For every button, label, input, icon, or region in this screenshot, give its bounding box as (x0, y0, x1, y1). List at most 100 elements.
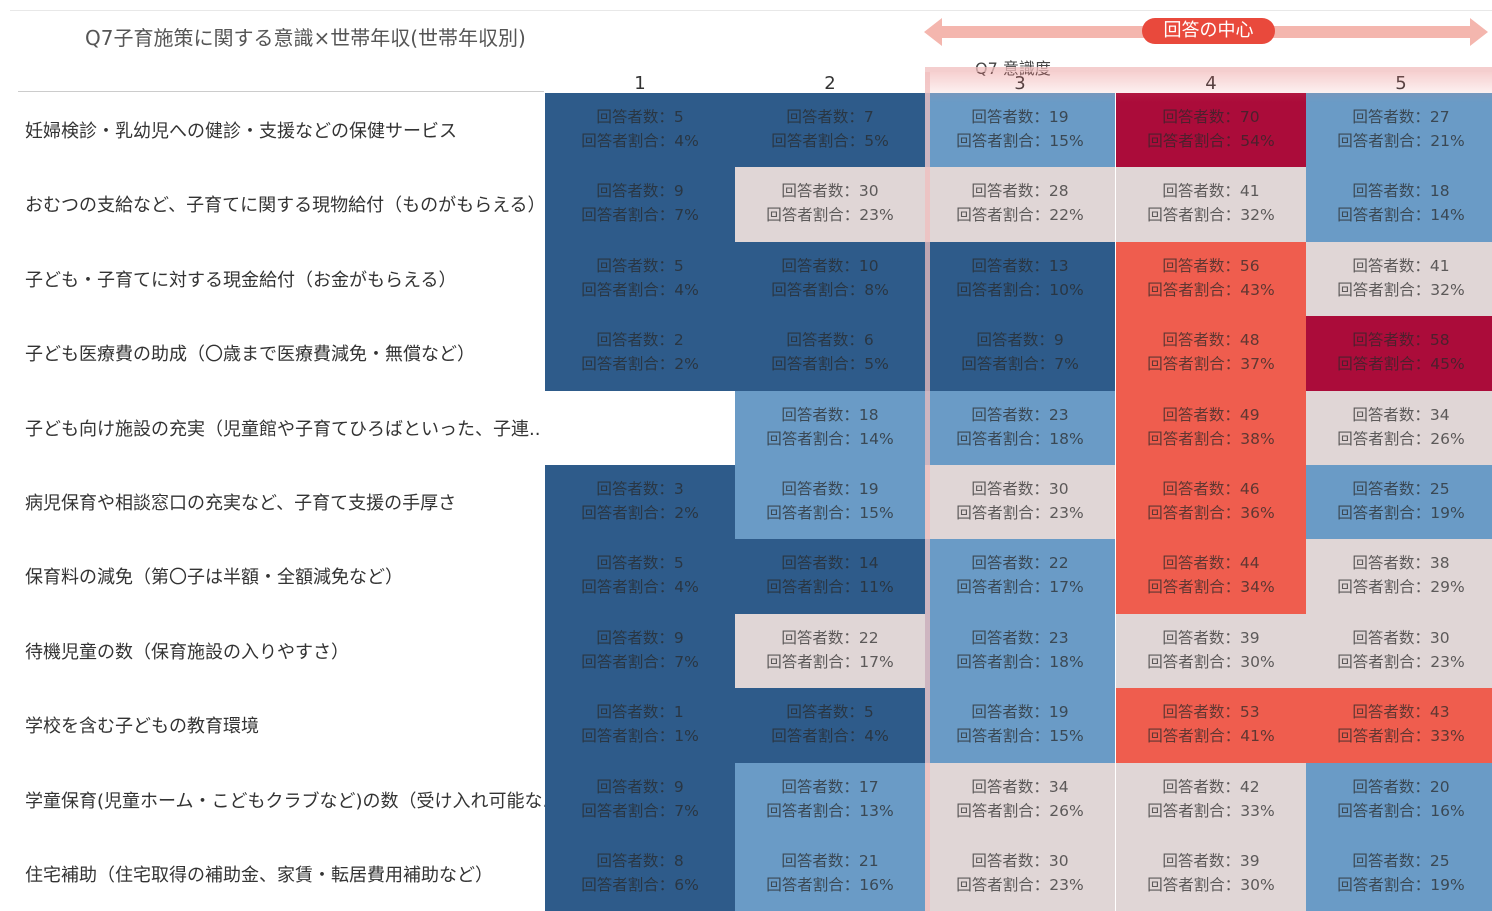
heat-cell (1116, 316, 1306, 392)
cell-count: 回答者数：23 (971, 405, 1069, 424)
cell-count: 回答者数：19 (781, 480, 879, 498)
cell-share: 回答者割合：15% (766, 504, 894, 522)
cell-share: 回答者割合：8% (771, 280, 889, 299)
heat-cell (735, 167, 925, 243)
cell-share: 回答者割合：1% (581, 727, 699, 746)
cell-count: 回答者数：39 (1162, 628, 1260, 647)
cell-share: 回答者割合：36% (1147, 504, 1275, 522)
cell-share: 回答者割合：14% (766, 429, 894, 448)
cell-share: 回答者割合：2% (581, 504, 699, 522)
heat-cell (925, 241, 1115, 317)
heat-cell (1116, 93, 1306, 168)
heat-cell (1306, 539, 1492, 615)
cell-count: 回答者数：42 (1162, 777, 1260, 796)
cell-count: 回答者数：23 (971, 628, 1069, 647)
heat-cell (1306, 316, 1492, 392)
cell-count: 回答者数：13 (971, 256, 1069, 275)
title: Q7子育施策に関する意識×世帯年収(世帯年収別) (85, 26, 526, 50)
heat-cell (545, 316, 735, 392)
heat-cell (1116, 688, 1306, 764)
cell-share: 回答者割合：18% (956, 429, 1084, 448)
heat-cell (1306, 167, 1492, 243)
column-header: 4 (1205, 73, 1217, 94)
heat-cell (735, 837, 925, 911)
heat-cell (1306, 390, 1492, 466)
heat-cell (925, 837, 1115, 911)
heat-cell (545, 167, 735, 243)
heat-cell (925, 390, 1115, 466)
column-header: 5 (1395, 73, 1407, 94)
column-header: 1 (634, 73, 646, 94)
cell-share: 回答者割合：19% (1337, 504, 1465, 522)
cell-share: 回答者割合：4% (771, 727, 889, 746)
row-label: 妊婦検診・乳幼児への健診・支援などの保健サービス (25, 121, 457, 142)
cell-count: 回答者数：3 (596, 480, 684, 498)
cell-count: 回答者数：43 (1352, 703, 1450, 722)
heat-cell (735, 241, 925, 317)
cell-share: 回答者割合：54% (1147, 132, 1275, 150)
cell-share: 回答者割合：15% (956, 132, 1084, 150)
row-label: 子ども医療費の助成（〇歳まで医療費減免・無償など） (25, 344, 475, 366)
heat-cell (545, 465, 735, 540)
cell-share: 回答者割合：10% (956, 280, 1084, 299)
heat-cell (925, 539, 1115, 615)
heat-cell (1116, 390, 1306, 466)
heat-cell (735, 613, 925, 689)
heat-cell (1116, 539, 1306, 615)
cell-count: 回答者数：9 (976, 331, 1064, 350)
cell-count: 回答者数：70 (1162, 108, 1260, 126)
cell-count: 回答者数：21 (781, 852, 879, 870)
cell-count: 回答者数：5 (596, 554, 684, 573)
cell-count: 回答者数：22 (971, 554, 1069, 573)
cell-count: 回答者数：34 (1352, 405, 1450, 424)
heat-cell (925, 465, 1115, 540)
cell-share: 回答者割合：19% (1337, 876, 1465, 894)
heat-cell (735, 316, 925, 392)
cell-share: 回答者割合：2% (581, 355, 699, 374)
row-label: 学校を含む子どもの教育環境 (25, 716, 259, 738)
cell-count: 回答者数：39 (1162, 852, 1260, 870)
cell-count: 回答者数：14 (781, 554, 879, 573)
cell-share: 回答者割合：32% (1147, 206, 1275, 225)
cell-count: 回答者数：44 (1162, 554, 1260, 573)
cell-count: 回答者数：30 (971, 480, 1069, 498)
cell-count: 回答者数：9 (596, 182, 684, 201)
cell-share: 回答者割合：41% (1147, 727, 1275, 746)
cell-share: 回答者割合：16% (766, 876, 894, 894)
center-label: 回答の中心 (1142, 18, 1275, 44)
cell-share: 回答者割合：11% (766, 578, 894, 597)
cell-share: 回答者割合：32% (1337, 280, 1465, 299)
cell-count: 回答者数：56 (1162, 256, 1260, 275)
cell-count: 回答者数：18 (781, 405, 879, 424)
heat-cell (925, 613, 1115, 689)
cell-share: 回答者割合：5% (771, 132, 889, 150)
heat-cell (545, 241, 735, 317)
cell-count: 回答者数：20 (1352, 777, 1450, 796)
cell-share: 回答者割合：45% (1337, 355, 1465, 374)
cell-count: 回答者数：41 (1162, 182, 1260, 201)
cell-share: 回答者割合：15% (956, 727, 1084, 746)
cell-count: 回答者数：58 (1352, 331, 1450, 350)
cell-count: 回答者数：30 (1352, 628, 1450, 647)
cell-count: 回答者数：19 (971, 108, 1069, 126)
cell-share: 回答者割合：7% (581, 652, 699, 671)
heat-cell (925, 167, 1115, 243)
heat-cell (545, 837, 735, 911)
heat-cell (1306, 613, 1492, 689)
heat-cell (735, 390, 925, 466)
cell-share: 回答者割合：13% (766, 801, 894, 820)
cell-share: 回答者割合：21% (1337, 132, 1465, 150)
cell-share: 回答者割合：18% (956, 652, 1084, 671)
row-label: 子ども・子育てに対する現金給付（お金がもらえる） (25, 269, 457, 291)
cell-share: 回答者割合：7% (581, 206, 699, 225)
cell-count: 回答者数：1 (596, 703, 684, 722)
cell-count: 回答者数：10 (781, 256, 879, 275)
row-label: 待機児童の数（保育施設の入りやすさ） (25, 641, 349, 663)
cell-count: 回答者数：5 (596, 108, 684, 126)
heat-cell (1306, 837, 1492, 911)
cell-share: 回答者割合：17% (956, 578, 1084, 597)
cell-share: 回答者割合：33% (1337, 727, 1465, 746)
heat-cell (1116, 613, 1306, 689)
heat-cell (1116, 837, 1306, 911)
cell-share: 回答者割合：14% (1337, 206, 1465, 225)
